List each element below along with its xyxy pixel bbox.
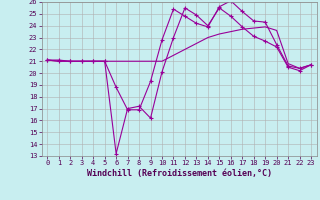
X-axis label: Windchill (Refroidissement éolien,°C): Windchill (Refroidissement éolien,°C): [87, 169, 272, 178]
